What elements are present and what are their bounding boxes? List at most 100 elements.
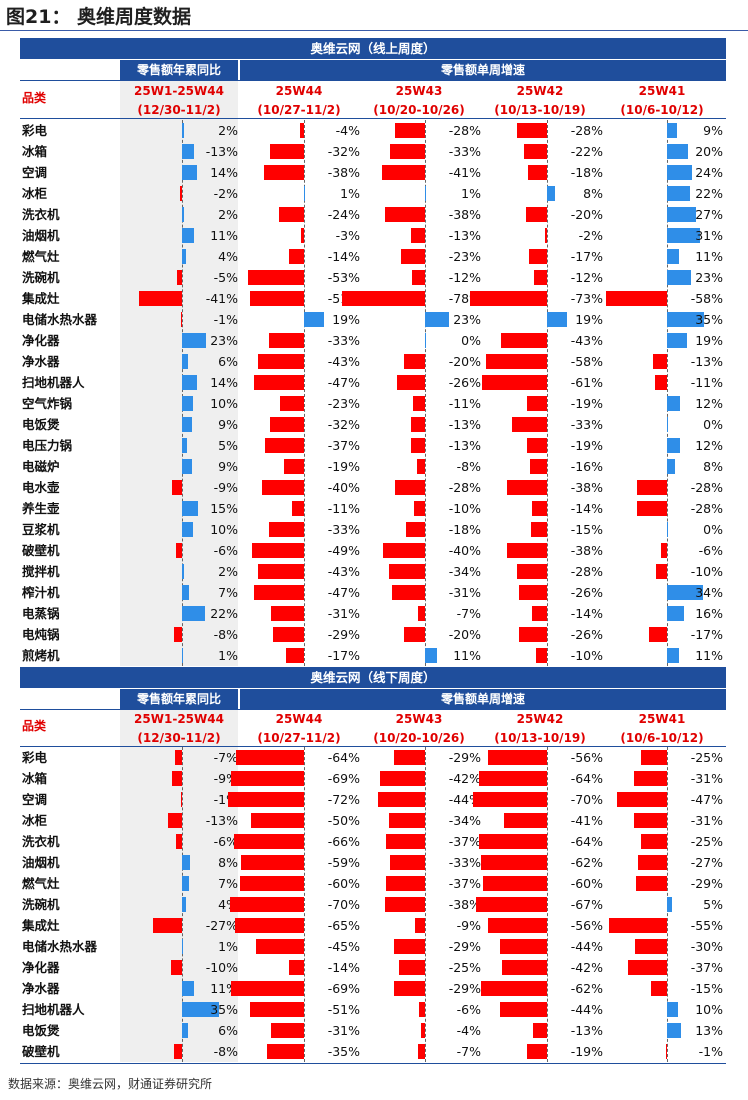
table-rule — [20, 746, 726, 747]
data-bar — [299, 123, 304, 138]
data-bar — [182, 249, 187, 264]
data-bar — [472, 792, 547, 807]
data-bar — [180, 792, 182, 807]
data-value-label: -43% — [570, 333, 603, 348]
data-bar — [517, 564, 547, 579]
data-bar — [153, 918, 182, 933]
data-bar — [388, 813, 425, 828]
data-value-label: 8% — [218, 855, 238, 870]
data-value-label: -28% — [448, 123, 481, 138]
data-bar — [390, 144, 425, 159]
panel-title: 奥维云网（线上周度） — [20, 38, 726, 59]
data-bar — [264, 438, 304, 453]
category-label: 电储水热水器 — [22, 312, 98, 327]
data-bar — [667, 207, 696, 222]
data-value-label: -17% — [570, 249, 603, 264]
data-value-label: 10% — [210, 396, 238, 411]
data-bar — [395, 480, 425, 495]
data-value-label: -61% — [570, 375, 603, 390]
data-bar — [425, 186, 427, 201]
data-value-label: -25% — [448, 960, 481, 975]
data-bar — [266, 1044, 304, 1059]
data-value-label: -28% — [570, 564, 603, 579]
data-value-label: -69% — [327, 771, 360, 786]
data-value-label: 2% — [218, 207, 238, 222]
data-bar — [660, 543, 667, 558]
data-bar — [271, 1023, 304, 1038]
data-value-label: 15% — [210, 501, 238, 516]
data-value-label: 5% — [218, 438, 238, 453]
data-bar — [527, 165, 547, 180]
data-value-label: -9% — [213, 480, 238, 495]
data-value-label: -17% — [327, 648, 360, 663]
data-bar — [384, 207, 425, 222]
data-bar — [385, 834, 425, 849]
data-value-label: -51% — [327, 1002, 360, 1017]
data-value-label: -37% — [448, 876, 481, 891]
weekly-group-header: 零售额单周增速 — [240, 60, 726, 80]
data-bar — [285, 648, 304, 663]
data-bar — [534, 270, 547, 285]
category-label: 冰箱 — [22, 771, 48, 786]
data-value-label: -8% — [456, 459, 481, 474]
category-label: 空调 — [22, 792, 48, 807]
data-bar — [667, 585, 704, 600]
data-value-label: -2% — [213, 186, 238, 201]
data-value-label: -32% — [327, 417, 360, 432]
data-value-label: -33% — [448, 144, 481, 159]
data-value-label: -27% — [690, 855, 723, 870]
data-value-label: -30% — [690, 939, 723, 954]
category-label: 燃气灶 — [22, 249, 60, 264]
data-bar — [481, 855, 547, 870]
data-bar — [182, 564, 185, 579]
column-header-range: (10/6-10/12) — [620, 103, 704, 117]
data-bar — [182, 333, 207, 348]
data-value-label: -6% — [213, 543, 238, 558]
data-value-label: 2% — [218, 123, 238, 138]
cumulative-group-header: 零售额年累同比 — [120, 60, 238, 80]
data-bar — [667, 522, 668, 537]
data-value-label: -20% — [570, 207, 603, 222]
data-value-label: 14% — [210, 165, 238, 180]
data-value-label: 9% — [218, 417, 238, 432]
data-value-label: -28% — [448, 480, 481, 495]
data-value-label: -20% — [448, 627, 481, 642]
category-label: 养生壶 — [22, 501, 60, 516]
data-bar — [249, 291, 304, 306]
data-bar — [279, 396, 304, 411]
data-bar — [425, 312, 450, 327]
data-bar — [342, 291, 425, 306]
data-bar — [503, 813, 547, 828]
data-bar — [254, 375, 304, 390]
data-bar — [656, 564, 667, 579]
data-value-label: -8% — [213, 1044, 238, 1059]
figure-title: 图21： 奥维周度数据 — [6, 6, 192, 28]
data-bar — [397, 375, 425, 390]
data-value-label: -16% — [570, 459, 603, 474]
data-bar — [405, 522, 425, 537]
data-value-label: -28% — [570, 123, 603, 138]
data-value-label: -34% — [448, 813, 481, 828]
data-value-label: 12% — [695, 396, 723, 411]
category-label: 净化器 — [22, 960, 60, 975]
data-bar — [547, 312, 568, 327]
data-value-label: -13% — [205, 813, 238, 828]
data-value-label: -60% — [327, 876, 360, 891]
data-bar — [526, 396, 547, 411]
data-bar — [256, 939, 304, 954]
category-label: 电饭煲 — [22, 1023, 60, 1038]
data-value-label: -32% — [327, 144, 360, 159]
data-value-label: -10% — [205, 960, 238, 975]
data-bar — [395, 123, 425, 138]
data-bar — [385, 876, 425, 891]
column-header-name: 25W41 — [638, 84, 686, 98]
data-bar — [667, 648, 679, 663]
column-header-range: (10/13-10/19) — [494, 731, 586, 745]
category-label: 冰柜 — [22, 186, 48, 201]
category-label: 空调 — [22, 165, 48, 180]
data-bar — [665, 1044, 667, 1059]
category-label: 电压力锅 — [22, 438, 73, 453]
data-bar — [416, 459, 425, 474]
category-label: 净化器 — [22, 333, 60, 348]
data-bar — [182, 855, 191, 870]
